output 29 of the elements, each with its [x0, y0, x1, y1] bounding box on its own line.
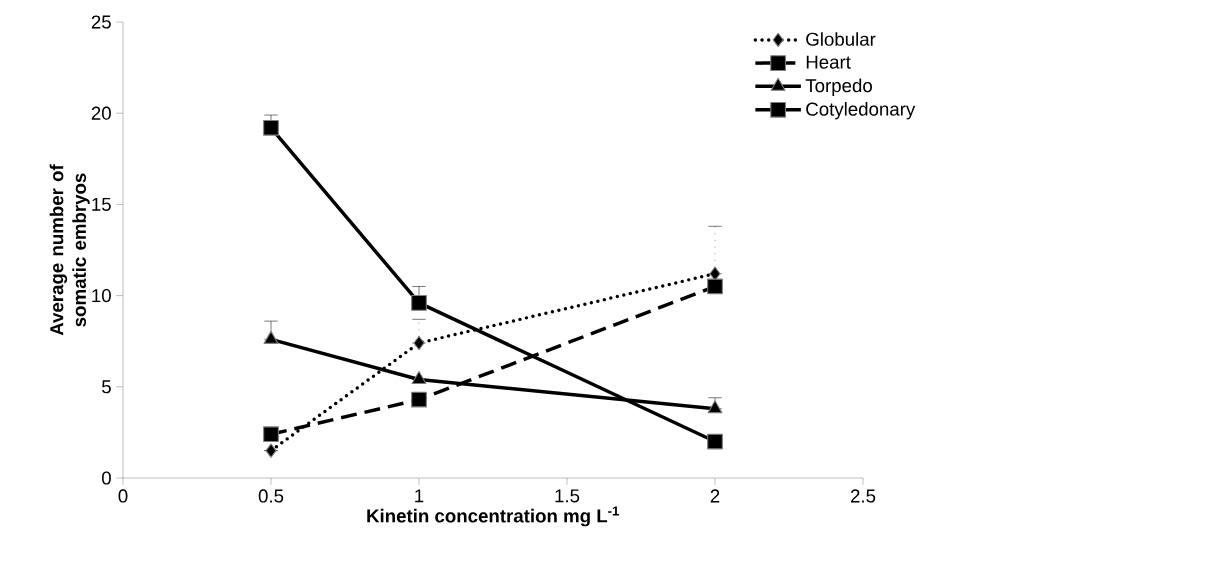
- y-tick-label: 10: [92, 288, 111, 303]
- x-tick-label: 2: [710, 489, 720, 503]
- point: [411, 370, 427, 385]
- x-tick-label: 0.5: [258, 489, 284, 503]
- y-tick-label: 20: [91, 106, 111, 120]
- point: [707, 433, 723, 450]
- x-tick-label: 1: [415, 489, 424, 503]
- y-tick-label: 5: [102, 380, 111, 394]
- point: [413, 335, 425, 351]
- point: [707, 400, 723, 414]
- legend-label: Heart: [806, 55, 851, 69]
- y-tick-label: 0: [101, 471, 111, 485]
- y-tick-label: 15: [92, 197, 111, 211]
- point: [263, 119, 279, 136]
- point: [263, 426, 279, 443]
- legend-label: Torpedo: [805, 78, 872, 96]
- legend-label: Cotyledonary: [806, 102, 916, 120]
- x-tick-label: 1.5: [555, 489, 580, 503]
- y-tick-label: 25: [91, 15, 111, 29]
- point: [707, 278, 723, 295]
- point: [411, 391, 427, 408]
- point: [265, 443, 277, 458]
- x-tick-label: 0: [118, 489, 128, 503]
- x-axis-title: Kinetin concentration mg L$^{-1}$: [367, 506, 619, 527]
- x-tick-label: 2.5: [850, 489, 876, 503]
- point: [411, 295, 427, 311]
- y-axis-title: Average number of somatic embryos: [49, 164, 90, 336]
- legend-label: Globular: [806, 32, 876, 46]
- point: [709, 266, 721, 281]
